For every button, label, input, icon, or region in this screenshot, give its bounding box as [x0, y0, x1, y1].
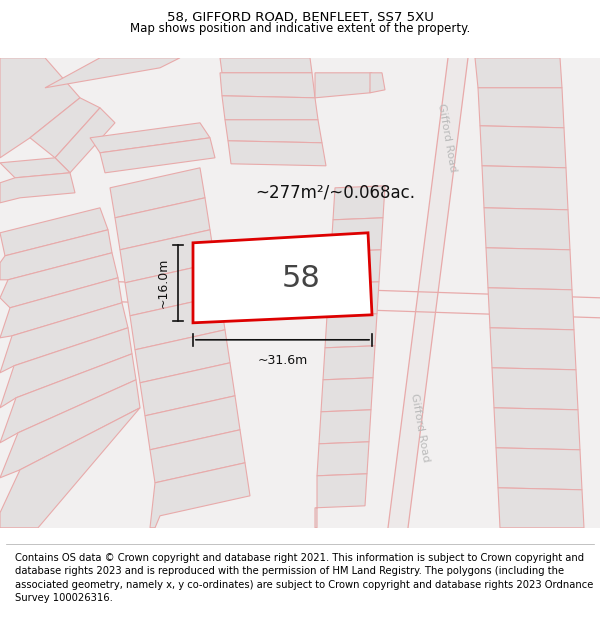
Text: Contains OS data © Crown copyright and database right 2021. This information is : Contains OS data © Crown copyright and d…: [15, 553, 593, 603]
Text: Gifford Road: Gifford Road: [436, 102, 458, 173]
Polygon shape: [319, 410, 371, 444]
Polygon shape: [0, 354, 136, 442]
Polygon shape: [0, 208, 108, 256]
Polygon shape: [498, 488, 584, 528]
Polygon shape: [323, 346, 375, 380]
Text: 58, GIFFORD ROAD, BENFLEET, SS7 5XU: 58, GIFFORD ROAD, BENFLEET, SS7 5XU: [167, 11, 433, 24]
Polygon shape: [115, 198, 210, 250]
Polygon shape: [492, 368, 578, 410]
Polygon shape: [228, 141, 326, 166]
Polygon shape: [140, 362, 235, 416]
Polygon shape: [30, 98, 100, 158]
Polygon shape: [130, 296, 225, 350]
Polygon shape: [45, 58, 180, 88]
Polygon shape: [490, 328, 576, 370]
Polygon shape: [321, 378, 373, 412]
Polygon shape: [0, 230, 112, 280]
Polygon shape: [0, 380, 140, 478]
Polygon shape: [0, 158, 70, 177]
Polygon shape: [480, 126, 566, 168]
Polygon shape: [0, 278, 122, 338]
Polygon shape: [220, 58, 312, 72]
Polygon shape: [327, 282, 379, 316]
Polygon shape: [496, 448, 582, 490]
Polygon shape: [225, 120, 322, 142]
Polygon shape: [484, 208, 570, 250]
Polygon shape: [388, 58, 468, 528]
Polygon shape: [150, 430, 245, 482]
Text: 58: 58: [282, 264, 321, 292]
Polygon shape: [0, 253, 118, 308]
Polygon shape: [0, 408, 140, 528]
Polygon shape: [145, 396, 240, 450]
Polygon shape: [222, 96, 318, 120]
Polygon shape: [90, 122, 210, 152]
Text: ~277m²/~0.068ac.: ~277m²/~0.068ac.: [255, 184, 415, 202]
Polygon shape: [110, 168, 205, 217]
Polygon shape: [331, 217, 383, 252]
Text: ~16.0m: ~16.0m: [157, 258, 170, 308]
Polygon shape: [325, 314, 377, 348]
Polygon shape: [486, 248, 572, 290]
Polygon shape: [220, 72, 315, 98]
Text: Map shows position and indicative extent of the property.: Map shows position and indicative extent…: [130, 22, 470, 35]
Polygon shape: [488, 288, 574, 330]
Text: ~31.6m: ~31.6m: [257, 354, 308, 367]
Polygon shape: [150, 462, 250, 528]
Polygon shape: [315, 474, 367, 528]
Polygon shape: [120, 230, 215, 282]
Polygon shape: [317, 442, 369, 476]
Polygon shape: [125, 262, 220, 316]
Polygon shape: [329, 250, 381, 284]
Polygon shape: [333, 186, 385, 220]
Polygon shape: [478, 88, 564, 128]
Polygon shape: [0, 58, 80, 158]
Polygon shape: [0, 173, 75, 203]
Polygon shape: [193, 232, 372, 322]
Polygon shape: [315, 72, 372, 98]
Polygon shape: [100, 138, 215, 172]
Polygon shape: [494, 408, 580, 450]
Polygon shape: [135, 330, 230, 382]
Text: Gifford Road: Gifford Road: [409, 392, 431, 463]
Polygon shape: [475, 58, 562, 88]
Polygon shape: [0, 302, 128, 372]
Polygon shape: [370, 72, 385, 92]
Polygon shape: [482, 166, 568, 210]
Polygon shape: [0, 328, 132, 408]
Polygon shape: [55, 107, 115, 172]
